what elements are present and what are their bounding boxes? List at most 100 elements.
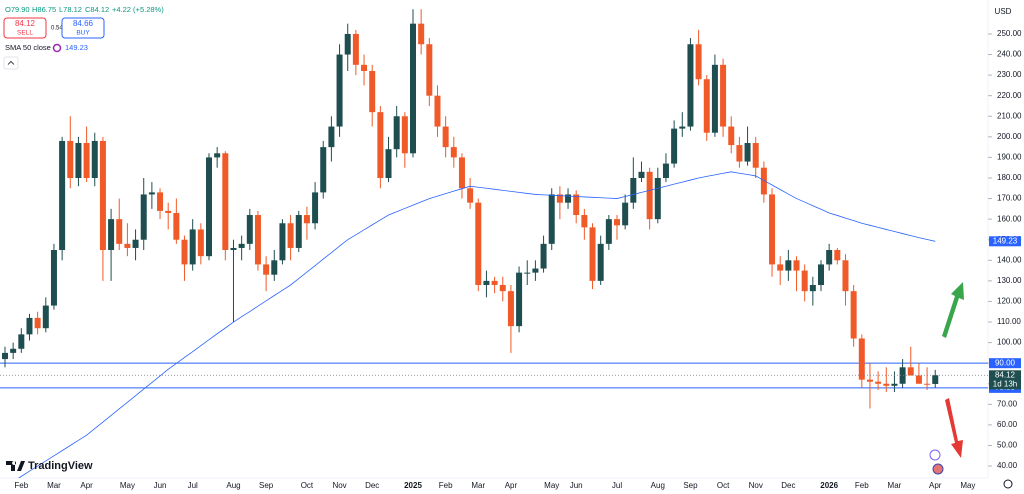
y-tick-label: 180.00	[997, 173, 1022, 182]
y-tick-label: 190.00	[997, 153, 1022, 162]
candle-body	[809, 284, 816, 292]
x-tick-label: Mar	[888, 481, 902, 490]
candle-body	[875, 381, 882, 384]
x-tick-label: 2026	[820, 481, 838, 490]
candle-body	[312, 192, 319, 224]
y-tick-label: 170.00	[997, 194, 1022, 203]
axes: 40.0050.0060.0070.0080.0090.00100.00110.…	[14, 29, 1022, 490]
candle-body	[418, 23, 425, 45]
settings-icon[interactable]	[1003, 479, 1013, 489]
candle-body	[924, 383, 931, 385]
y-tick-label: 130.00	[997, 276, 1022, 285]
indicator-icon[interactable]	[52, 43, 62, 53]
candle-body	[467, 188, 474, 203]
candle-body	[2, 352, 8, 360]
candle-body	[50, 250, 57, 306]
candle-body	[695, 44, 702, 80]
candle-body	[401, 116, 408, 154]
candle-body	[499, 284, 506, 292]
candle-body	[842, 260, 849, 292]
high-value: H86.75	[32, 5, 56, 14]
candle-body	[108, 219, 115, 251]
x-tick-label: May	[120, 481, 135, 490]
candle-body	[99, 140, 106, 251]
down-arrow	[945, 398, 963, 458]
y-tick-label: 240.00	[997, 50, 1022, 59]
x-tick-label: Aug	[651, 481, 665, 490]
candle-body	[891, 383, 898, 386]
candle-body	[189, 229, 196, 265]
candle-body	[614, 219, 620, 226]
event-flag[interactable]	[932, 463, 944, 475]
currency[interactable]: USD	[995, 7, 1012, 16]
candle-body	[271, 260, 278, 275]
x-tick-label: Feb	[855, 481, 869, 490]
ohlc-legend: O79.90 H86.75 L78.12 C84.12 +4.22 (+5.28…	[5, 5, 164, 14]
candle-body	[91, 140, 98, 178]
indicator-value: 149.23	[65, 43, 88, 52]
x-tick-label: Apr	[80, 481, 93, 490]
candle-body	[777, 264, 784, 271]
candle-body	[450, 147, 457, 158]
buy-button[interactable]	[61, 17, 105, 39]
candle-body	[336, 54, 343, 127]
y-tick-label: 230.00	[997, 70, 1022, 79]
candle-body	[197, 229, 204, 257]
x-tick-label: Mar	[471, 481, 485, 490]
candle-body	[532, 268, 539, 273]
candle-body	[254, 215, 261, 265]
sma-price-label: 149.23	[993, 236, 1018, 245]
x-tick-label: May	[544, 481, 559, 490]
collapse-button[interactable]	[3, 56, 19, 70]
x-tick-label: Nov	[332, 481, 346, 490]
sell-price: 84.12	[15, 19, 36, 28]
candle-body	[173, 212, 180, 240]
low-value: L78.12	[59, 5, 82, 14]
y-tick-label: 50.00	[997, 441, 1018, 450]
candle-body	[206, 157, 212, 257]
candle-body	[42, 305, 49, 329]
candle-body	[932, 375, 939, 384]
candle-body	[181, 239, 188, 265]
logo-icon	[6, 461, 25, 471]
candle-body	[148, 192, 155, 195]
candle-body	[573, 194, 580, 216]
y-tick-label: 160.00	[997, 214, 1022, 223]
event-icon[interactable]	[929, 449, 941, 461]
candle-body	[140, 194, 147, 240]
candle-body	[540, 243, 547, 269]
candle-body	[59, 140, 66, 251]
y-tick-label: 220.00	[997, 91, 1022, 100]
candle-body	[524, 272, 531, 274]
candle-body	[442, 126, 449, 148]
candle-body	[263, 264, 270, 275]
x-tick-label: Apr	[929, 481, 942, 490]
candle-body	[75, 143, 82, 178]
candle-body	[157, 192, 164, 211]
candle-body	[361, 64, 368, 71]
candle-body	[116, 219, 123, 244]
y-tick-label: 120.00	[997, 297, 1022, 306]
candle-body	[165, 210, 172, 213]
y-tick-label: 110.00	[997, 317, 1021, 326]
candle-body	[818, 264, 824, 285]
candle-body	[597, 243, 604, 281]
candle-body	[18, 334, 25, 349]
candle-body	[352, 33, 359, 65]
y-tick-label: 210.00	[997, 111, 1022, 120]
candle-body	[548, 194, 555, 244]
candle-body	[793, 260, 800, 271]
level-box	[989, 358, 1021, 369]
sell-button[interactable]	[3, 17, 47, 39]
y-tick-label: 250.00	[997, 29, 1022, 38]
candle-body	[638, 171, 645, 178]
x-tick-label: Sep	[259, 481, 274, 490]
buy-price: 84.66	[73, 19, 94, 28]
candle-body	[769, 194, 776, 265]
x-tick-label: Jul	[188, 481, 198, 490]
candle-body	[67, 140, 74, 178]
x-tick-label: Jun	[570, 481, 583, 490]
candle-body	[915, 375, 922, 384]
